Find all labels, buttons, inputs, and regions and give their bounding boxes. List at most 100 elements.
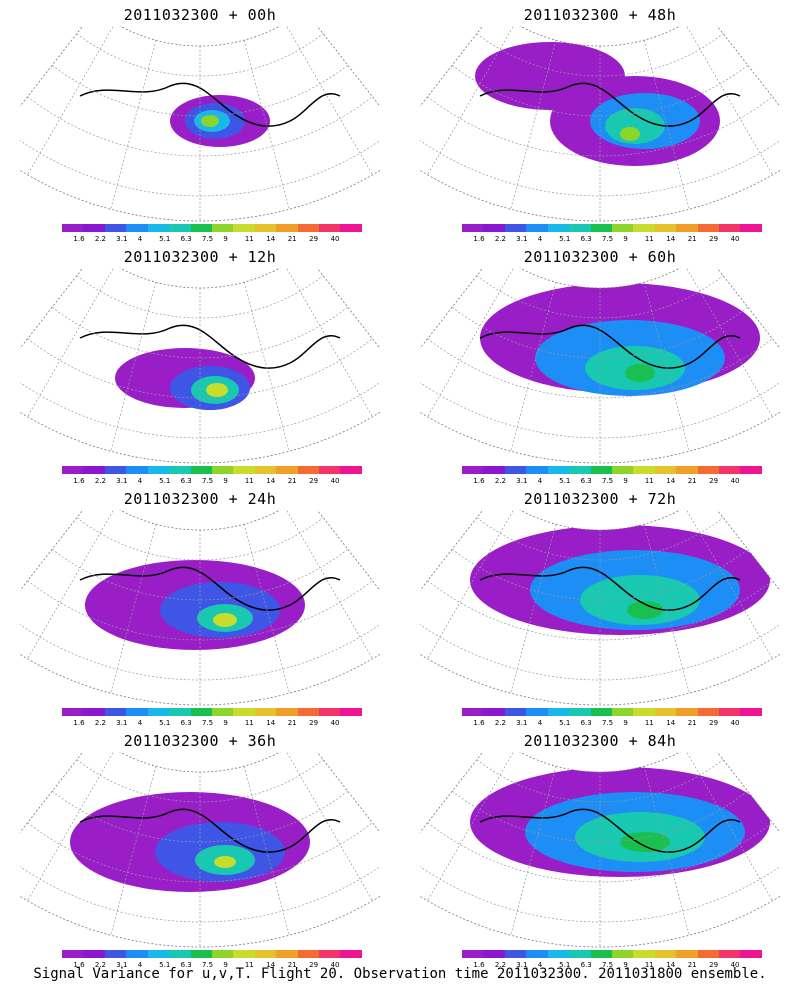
latitude-line	[52, 548, 348, 601]
colorbar-swatch	[633, 708, 655, 716]
colorbar-labels: 1.6 2.2 3.1 4 5.1 6.3 7.5 9 11 14 21 29 40	[452, 477, 772, 487]
map-panel: 2011032300 + 84h 1.6 2.2 3.1 4 5.1 6.3 7.5 9 11 1…	[400, 726, 800, 969]
colorbar-tick-label: 3.1	[516, 961, 528, 969]
longitude-line	[110, 282, 157, 452]
colorbar-swatch	[504, 224, 527, 232]
colorbar-swatch	[611, 224, 634, 232]
colorbar-tick-label: 2.2	[94, 477, 106, 485]
variance-contour	[627, 601, 663, 619]
colorbar-tick-label: 3.1	[116, 235, 128, 243]
colorbar-swatch	[104, 224, 127, 232]
colorbar-swatch	[719, 224, 741, 232]
longitude-line	[27, 26, 114, 175]
colorbar-swatch	[526, 708, 548, 716]
colorbar-tick-label: 11	[244, 961, 254, 969]
coastline	[79, 324, 341, 369]
longitude-line	[427, 510, 514, 659]
colorbar-swatch	[504, 466, 527, 474]
longitude-line	[510, 766, 557, 936]
variance-contour	[580, 575, 700, 625]
colorbar-tick-label: 29	[309, 477, 319, 485]
coastline	[479, 808, 741, 853]
colorbar-swatch	[483, 466, 505, 474]
map	[420, 26, 780, 222]
colorbar-tick-label: 21	[287, 235, 297, 243]
colorbar-tick-label: 40	[730, 961, 740, 969]
colorbar-swatch	[590, 950, 612, 958]
map-boundary	[420, 26, 780, 222]
colorbar-tick-label: 4	[137, 235, 143, 243]
colorbar-swatch	[254, 466, 277, 474]
colorbar-tick-label: 14	[666, 961, 676, 969]
colorbar-tick-label: 4	[537, 719, 543, 727]
colorbar-tick-label: 7.5	[202, 719, 214, 727]
colorbar	[462, 466, 762, 474]
colorbar-swatch	[233, 708, 255, 716]
colorbar-swatch	[526, 224, 548, 232]
colorbar-swatch	[697, 950, 720, 958]
colorbar-tick-label: 9	[623, 719, 628, 727]
colorbar-swatch	[569, 224, 591, 232]
colorbar-tick-label: 6.3	[180, 477, 192, 485]
colorbar-tick-label: 5.1	[559, 477, 571, 485]
colorbar-swatch	[676, 224, 698, 232]
colorbar-swatch	[169, 708, 191, 716]
colorbar-swatch	[276, 950, 298, 958]
longitude-line	[427, 268, 514, 417]
colorbar-swatch	[654, 950, 677, 958]
map-panel: 2011032300 + 12h 1.6 2.2 3.1 4 5.1 6.3 7.5 9 11 1…	[0, 242, 400, 487]
colorbar-tick-label: 21	[687, 719, 697, 727]
colorbar-tick-label: 11	[644, 961, 654, 969]
colorbar-tick-label: 11	[644, 477, 654, 485]
longitude-line	[243, 524, 290, 694]
map	[420, 510, 780, 706]
colorbar-swatch	[190, 466, 212, 474]
latitude-line	[52, 790, 348, 843]
colorbar-tick-label: 4	[137, 961, 143, 969]
longitude-line	[27, 752, 114, 901]
panel-title: 2011032300 + 48h	[523, 6, 677, 24]
longitude-line	[110, 524, 157, 694]
colorbar-swatch	[740, 950, 762, 958]
colorbar-tick-label: 3.1	[116, 961, 128, 969]
latitude-line	[452, 548, 748, 601]
colorbar-tick-label: 3.1	[516, 477, 528, 485]
longitude-line	[110, 40, 157, 210]
colorbar-tick-label: 1.6	[473, 961, 485, 969]
colorbar-swatch	[104, 466, 127, 474]
colorbar-swatch	[276, 224, 298, 232]
colorbar-swatch	[654, 466, 677, 474]
colorbar-swatch	[676, 466, 698, 474]
colorbar-tick-label: 5.1	[559, 719, 571, 727]
variance-contour	[620, 127, 640, 141]
colorbar-labels: 1.6 2.2 3.1 4 5.1 6.3 7.5 9 11 14 21 29 40	[52, 477, 372, 487]
panel-title: 2011032300 + 72h	[523, 490, 677, 508]
map-panel: 2011032300 + 00h 1.6 2.2 3.1 4 5.1 6.3 7.5 9 11 1…	[0, 0, 400, 243]
colorbar-swatch	[211, 950, 234, 958]
colorbar-swatch	[62, 466, 84, 474]
panel-title: 2011032300 + 60h	[523, 248, 677, 266]
colorbar-tick-label: 5.1	[559, 235, 571, 243]
latitude-line	[52, 64, 348, 117]
colorbar-tick-label: 1.6	[473, 235, 485, 243]
colorbar-swatch	[83, 466, 105, 474]
longitude-line	[643, 40, 690, 210]
colorbar-swatch	[483, 950, 505, 958]
colorbar-tick-label: 4	[137, 477, 143, 485]
colorbar-tick-label: 2.2	[94, 235, 106, 243]
colorbar-tick-label: 1.6	[473, 477, 485, 485]
colorbar-swatch	[254, 224, 277, 232]
colorbar-swatch	[611, 708, 634, 716]
longitude-line	[243, 766, 290, 936]
colorbar-labels: 1.6 2.2 3.1 4 5.1 6.3 7.5 9 11 14 21 29 40	[452, 719, 772, 729]
colorbar-swatch	[297, 950, 320, 958]
map-field	[79, 324, 341, 410]
latitude-line	[452, 64, 748, 117]
colorbar-tick-label: 4	[537, 961, 543, 969]
colorbar-tick-label: 7.5	[602, 961, 614, 969]
colorbar-tick-label: 14	[266, 477, 276, 485]
longitude-line	[286, 26, 373, 175]
colorbar-swatch	[190, 224, 212, 232]
variance-contour	[201, 115, 219, 127]
colorbar-swatch	[697, 466, 720, 474]
